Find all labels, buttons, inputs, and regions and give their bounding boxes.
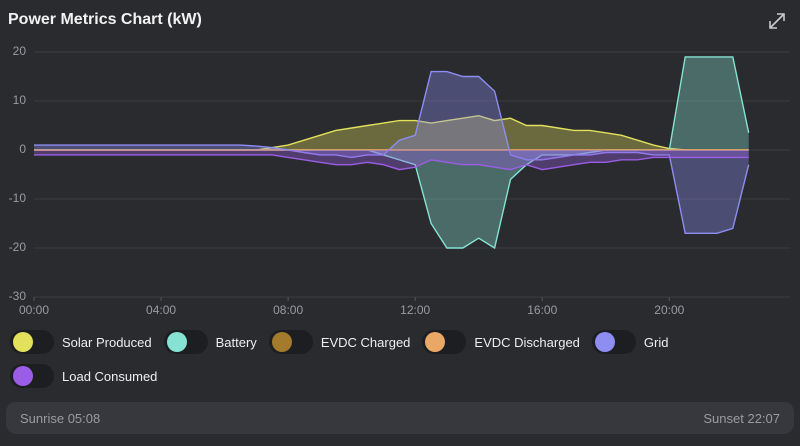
y-tick-label: -30 bbox=[9, 289, 27, 303]
legend-toggle[interactable] bbox=[10, 330, 54, 354]
legend-item[interactable]: Battery bbox=[163, 330, 257, 354]
sunrise: Sunrise 05:08 bbox=[20, 410, 101, 426]
legend-label: Solar Produced bbox=[62, 334, 152, 350]
y-tick-label: -10 bbox=[9, 191, 27, 205]
x-tick-label: 08:00 bbox=[273, 303, 303, 317]
x-tick-label: 20:00 bbox=[654, 303, 684, 317]
x-tick-label: 04:00 bbox=[146, 303, 176, 317]
legend-label: Battery bbox=[215, 334, 257, 350]
legend-label: EVDC Discharged bbox=[474, 334, 580, 350]
legend-swatch bbox=[425, 332, 446, 352]
legend-swatch bbox=[594, 332, 615, 352]
y-tick-label: 0 bbox=[19, 142, 26, 156]
legend-swatch bbox=[13, 332, 33, 352]
legend-item[interactable]: EVDC Charged bbox=[268, 330, 411, 354]
expand-icon[interactable] bbox=[769, 13, 785, 29]
footer: Sunrise 05:08 Sunset 22:07 bbox=[6, 402, 794, 434]
legend-item[interactable]: EVDC Discharged bbox=[422, 330, 580, 354]
area-fill bbox=[34, 115, 749, 150]
legend-toggle[interactable] bbox=[591, 330, 636, 354]
y-tick-label: 10 bbox=[13, 93, 27, 107]
legend-item[interactable]: Load Consumed bbox=[10, 364, 157, 388]
legend-label: Grid bbox=[643, 334, 669, 350]
legend-swatch bbox=[271, 332, 292, 352]
y-tick-label: -20 bbox=[9, 240, 27, 254]
series-line bbox=[34, 154, 749, 171]
sunset: Sunset 22:07 bbox=[703, 410, 780, 426]
legend-toggle[interactable] bbox=[163, 330, 208, 354]
legend-item[interactable]: Solar Produced bbox=[10, 330, 152, 354]
x-tick-label: 00:00 bbox=[19, 303, 49, 317]
legend-toggle[interactable] bbox=[10, 364, 54, 388]
chart: Power Metrics Chart (kW) -30 -20 -10 0 10 20 0… bbox=[8, 11, 790, 317]
legend-label: EVDC Charged bbox=[320, 334, 411, 350]
chart-title: Power Metrics Chart (kW) bbox=[8, 11, 202, 28]
x-tick-label: 16:00 bbox=[527, 303, 557, 317]
legend-swatch bbox=[13, 366, 33, 386]
legend-label: Load Consumed bbox=[62, 368, 158, 384]
legend-swatch bbox=[166, 332, 187, 352]
legend: Solar Produced Battery EVDC Charged EVDC Di… bbox=[10, 330, 710, 388]
series-line bbox=[34, 70, 750, 234]
legend-item[interactable]: Grid bbox=[591, 330, 669, 354]
legend-toggle[interactable] bbox=[422, 330, 467, 354]
legend-toggle[interactable] bbox=[268, 330, 313, 354]
y-tick-label: 20 bbox=[13, 44, 27, 58]
area-fill bbox=[34, 56, 749, 249]
x-tick-label: 12:00 bbox=[400, 303, 430, 317]
